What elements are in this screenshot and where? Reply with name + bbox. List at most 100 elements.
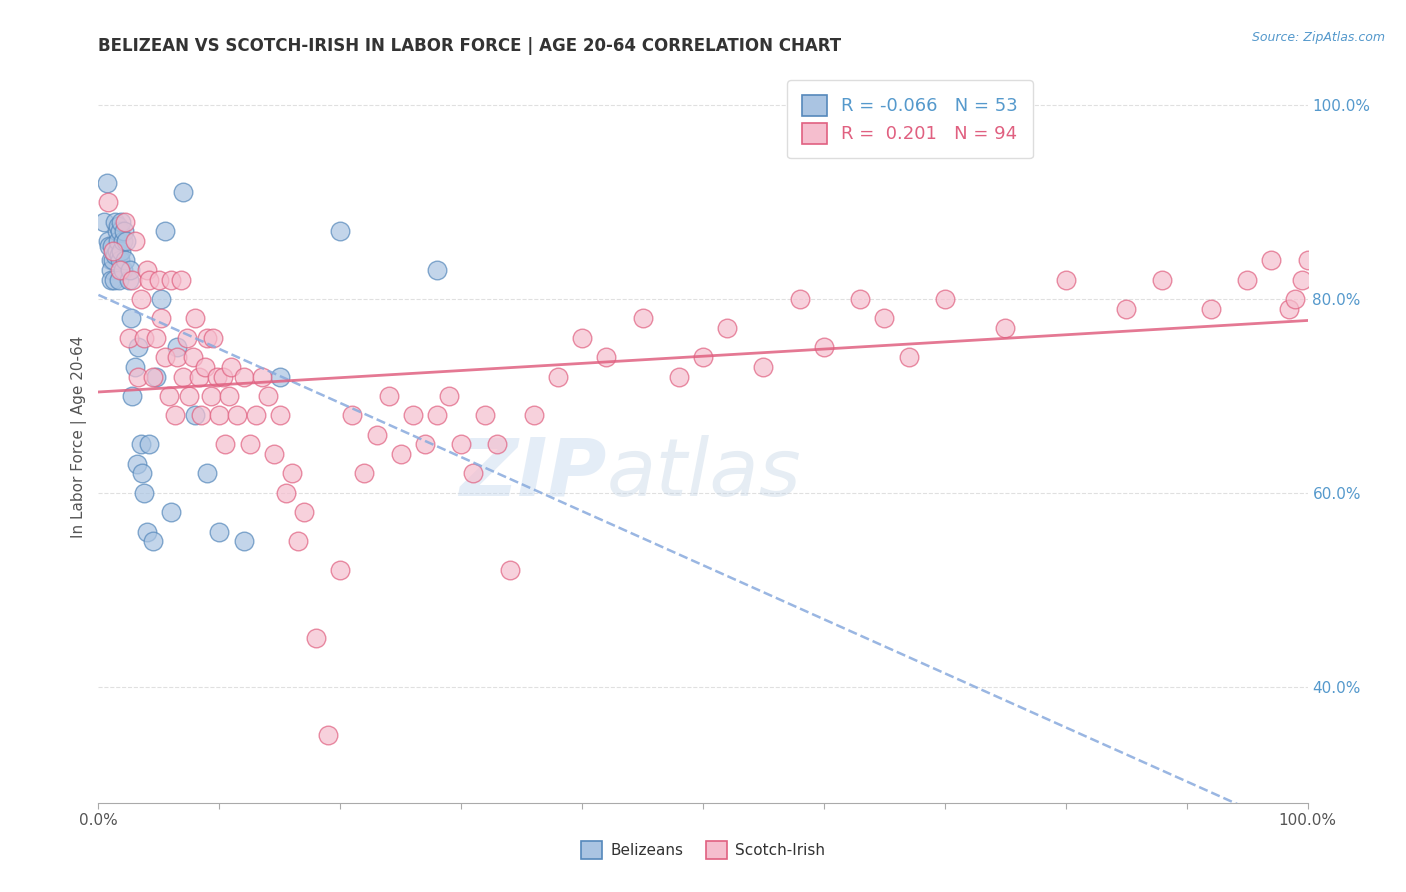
Text: Source: ZipAtlas.com: Source: ZipAtlas.com: [1251, 31, 1385, 45]
Point: [342, 409, 364, 423]
Point: [1054, 273, 1077, 287]
Point: [105, 224, 128, 238]
Point: [142, 534, 165, 549]
Point: [160, 505, 183, 519]
Point: [112, 224, 135, 238]
Point: [129, 292, 152, 306]
Point: [98, 238, 121, 252]
Point: [413, 437, 436, 451]
Point: [205, 369, 228, 384]
Point: [114, 214, 136, 228]
Point: [181, 350, 204, 364]
Point: [474, 409, 496, 423]
Point: [96, 176, 118, 190]
Point: [752, 359, 775, 374]
Point: [150, 311, 173, 326]
Point: [208, 524, 231, 539]
Point: [134, 331, 156, 345]
Point: [1296, 253, 1319, 268]
Text: ZIP: ZIP: [458, 434, 606, 513]
Point: [1115, 301, 1137, 316]
Point: [134, 485, 156, 500]
Point: [107, 234, 129, 248]
Point: [195, 331, 218, 345]
Point: [114, 253, 136, 268]
Point: [150, 292, 173, 306]
Point: [1236, 273, 1258, 287]
Text: atlas: atlas: [606, 434, 801, 513]
Point: [153, 350, 176, 364]
Point: [1278, 301, 1301, 316]
Point: [194, 359, 217, 374]
Point: [1284, 292, 1306, 306]
Point: [172, 369, 194, 384]
Point: [1291, 273, 1313, 287]
Point: [813, 341, 835, 355]
Point: [486, 437, 509, 451]
Point: [179, 389, 201, 403]
Point: [329, 563, 352, 577]
Point: [108, 248, 131, 262]
Point: [97, 195, 120, 210]
Point: [212, 369, 235, 384]
Point: [104, 248, 127, 262]
Point: [166, 350, 188, 364]
Point: [124, 359, 146, 374]
Point: [110, 244, 132, 258]
Point: [221, 359, 243, 374]
Point: [450, 437, 472, 451]
Point: [934, 292, 956, 306]
Point: [163, 409, 186, 423]
Point: [200, 389, 222, 403]
Point: [389, 447, 412, 461]
Point: [232, 534, 254, 549]
Point: [145, 369, 167, 384]
Point: [245, 409, 267, 423]
Point: [184, 311, 207, 326]
Point: [127, 341, 149, 355]
Point: [157, 389, 180, 403]
Point: [789, 292, 811, 306]
Point: [232, 369, 254, 384]
Point: [100, 238, 122, 252]
Point: [1152, 273, 1174, 287]
Point: [256, 389, 278, 403]
Point: [97, 234, 120, 248]
Point: [142, 369, 165, 384]
Point: [595, 350, 617, 364]
Point: [287, 534, 309, 549]
Point: [108, 224, 131, 238]
Point: [692, 350, 714, 364]
Point: [187, 369, 209, 384]
Point: [101, 253, 124, 268]
Point: [281, 467, 304, 481]
Point: [190, 409, 212, 423]
Point: [214, 437, 236, 451]
Point: [523, 409, 546, 423]
Point: [148, 273, 170, 287]
Point: [124, 234, 146, 248]
Y-axis label: In Labor Force | Age 20-64: In Labor Force | Age 20-64: [72, 336, 87, 538]
Point: [100, 253, 122, 268]
Point: [269, 409, 291, 423]
Point: [202, 331, 225, 345]
Point: [426, 263, 449, 277]
Point: [184, 409, 207, 423]
Point: [108, 273, 131, 287]
Point: [498, 563, 520, 577]
Point: [437, 389, 460, 403]
Point: [138, 273, 160, 287]
Point: [100, 263, 122, 277]
Point: [873, 311, 896, 326]
Legend: Belizeans, Scotch-Irish: Belizeans, Scotch-Irish: [575, 835, 831, 864]
Point: [195, 467, 218, 481]
Point: [101, 244, 124, 258]
Point: [292, 505, 315, 519]
Point: [107, 219, 129, 234]
Point: [110, 214, 132, 228]
Point: [849, 292, 872, 306]
Point: [169, 273, 191, 287]
Point: [103, 273, 125, 287]
Point: [274, 485, 297, 500]
Point: [160, 273, 183, 287]
